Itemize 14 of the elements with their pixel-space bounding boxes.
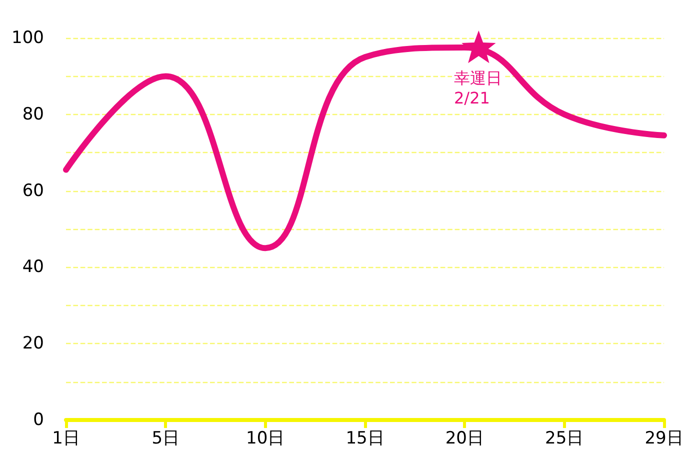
x-tick-label: 1日 bbox=[52, 428, 80, 448]
x-tick-label: 25日 bbox=[545, 428, 584, 448]
x-tick-label: 20日 bbox=[445, 428, 484, 448]
annotation: 幸運日 2/21 bbox=[454, 68, 502, 108]
x-tick-label: 10日 bbox=[246, 428, 285, 448]
y-tick-label: 80 bbox=[22, 104, 44, 124]
y-tick-label: 100 bbox=[12, 28, 44, 48]
x-tick-label: 29日 bbox=[644, 428, 684, 448]
x-tick-label: 15日 bbox=[346, 428, 384, 448]
y-tick-label: 60 bbox=[22, 180, 44, 201]
x-tick-label: 5日 bbox=[152, 428, 180, 448]
y-tick-label: 40 bbox=[22, 257, 44, 278]
y-tick-label: 0 bbox=[33, 410, 44, 430]
y-tick-label: 20 bbox=[22, 334, 44, 354]
